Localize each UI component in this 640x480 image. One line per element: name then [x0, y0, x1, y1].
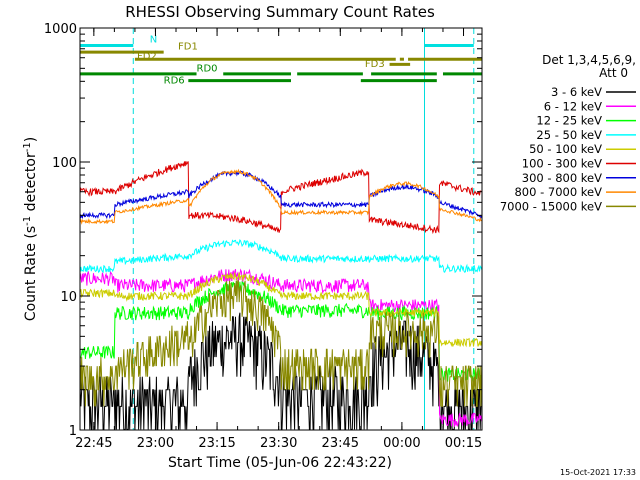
x-tick-label-3: 23:30: [260, 436, 297, 451]
series-line-1: [79, 268, 483, 428]
x-tick-label-0: 22:45: [75, 436, 112, 451]
legend-label-8: 7000 - 15000 keV: [500, 199, 602, 213]
legend-header: Det 1,3,4,5,6,9,: [542, 53, 636, 67]
series-line-3: [79, 239, 483, 274]
x-tick-label-4: 23:45: [322, 436, 359, 451]
series-line-7: [79, 168, 482, 225]
series-line-0: [79, 312, 482, 430]
legend-label-6: 300 - 800 keV: [522, 171, 602, 185]
flag-bars: N FD1 FD2 FD3 RD0 RD6: [79, 34, 482, 87]
y-axis-label-sup: -1: [22, 216, 33, 226]
series-line-4: [79, 272, 483, 348]
legend-label-4: 50 - 100 keV: [529, 142, 602, 156]
x-tick-label-6: 00:15: [445, 436, 482, 451]
series-line-8: [79, 280, 483, 407]
legend-label-5: 100 - 300 keV: [522, 157, 602, 171]
y-axis-label-mid: detector: [23, 152, 39, 216]
chart-title: RHESSI Observing Summary Count Rates: [125, 3, 435, 21]
y-tick-label-2: 100: [52, 156, 77, 171]
x-axis: 22:45 23:00 23:15 23:30 23:45 00:00 00:15: [75, 28, 482, 451]
flag-label-RD6: RD6: [164, 76, 185, 87]
flag-label-RD0: RD0: [197, 63, 218, 74]
y-axis: 1 10 100 1000: [44, 22, 482, 439]
y-tick-label-1: 10: [60, 290, 77, 305]
y-axis-label-end: ): [23, 137, 39, 142]
x-axis-label: Start Time (05-Jun-06 22:43:22): [168, 455, 392, 471]
flag-label-FD3: FD3: [365, 59, 385, 70]
footer-timestamp: 15-Oct-2021 17:33: [560, 468, 636, 477]
y-axis-label-main: Count Rate (s: [23, 226, 39, 321]
x-tick-label-1: 23:00: [137, 436, 174, 451]
y-tick-label-0: 1: [69, 424, 77, 439]
plot-area: [79, 28, 483, 430]
flag-label-FD2: FD2: [137, 52, 157, 63]
x-tick-label-2: 23:15: [198, 436, 235, 451]
x-tick-label-5: 00:00: [383, 436, 420, 451]
plot-frame: [79, 27, 483, 431]
y-axis-label-sup2: -1: [22, 142, 33, 152]
legend-header-2: Att 0: [599, 66, 628, 80]
legend-label-7: 800 - 7000 keV: [514, 185, 602, 199]
flag-label-FD1: FD1: [178, 42, 198, 53]
y-axis-label: Count Rate (s-1 detector-1): [22, 137, 39, 321]
flag-label-N: N: [150, 34, 157, 45]
series-line-6: [79, 170, 483, 220]
legend-label-2: 12 - 25 keV: [536, 114, 602, 128]
legend-label-1: 6 - 12 keV: [544, 99, 602, 113]
legend-label-3: 25 - 50 keV: [536, 128, 602, 142]
legend-label-0: 3 - 6 keV: [551, 85, 602, 99]
y-tick-label-3: 1000: [44, 22, 77, 37]
